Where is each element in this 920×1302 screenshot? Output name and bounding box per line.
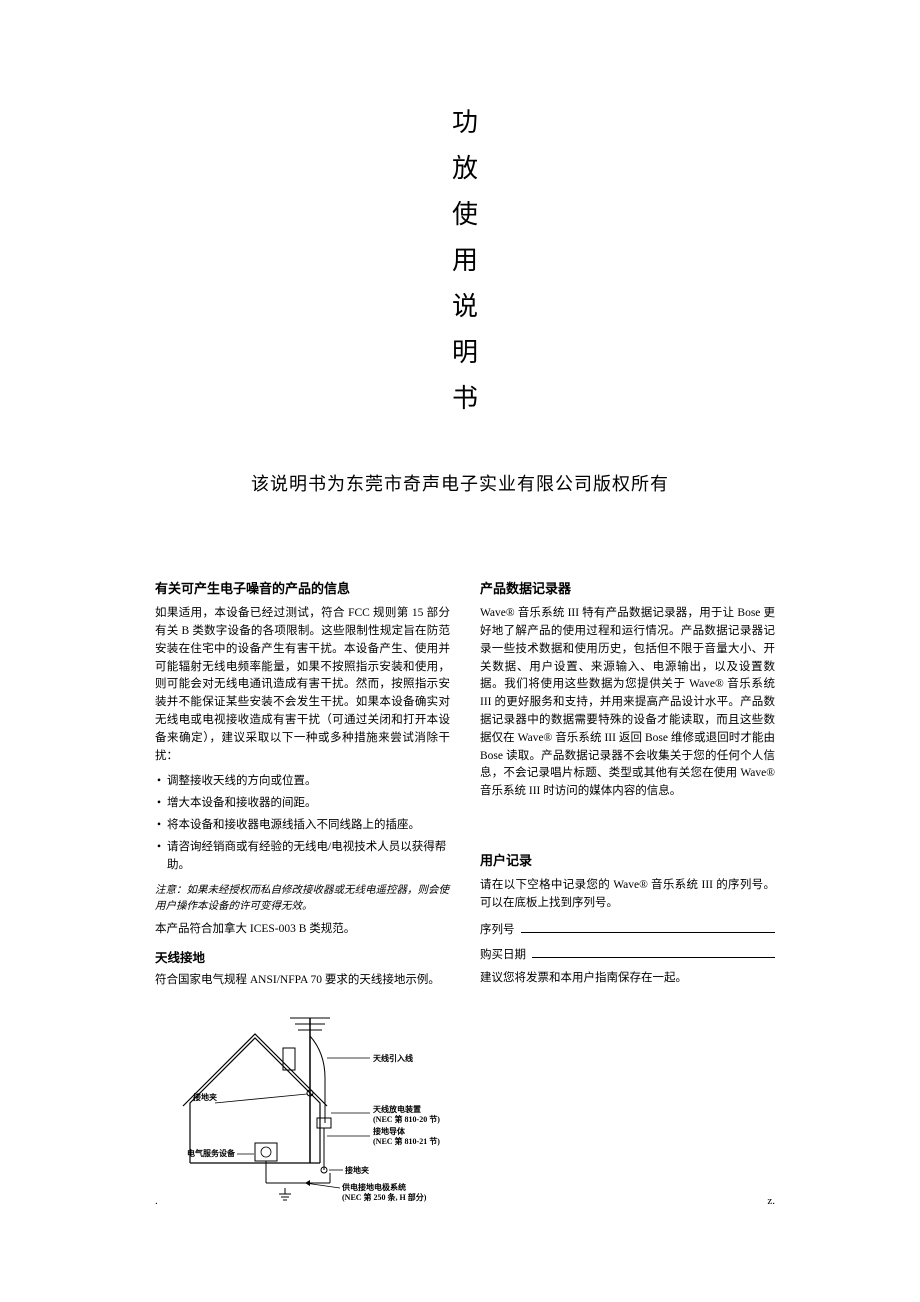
footer-mark-right: z.: [767, 1195, 775, 1207]
diagram-label: 接地夹: [345, 1165, 369, 1175]
left-heading-1: 有关可产生电子噪音的产品的信息: [155, 579, 450, 599]
title-char: 使: [452, 202, 478, 228]
title-char: 说: [452, 294, 478, 320]
left-paragraph-3: 符合国家电气规程 ANSI/NFPA 70 要求的天线接地示例。: [155, 972, 450, 990]
diagram-label: 供电接地电极系统: [341, 1182, 406, 1192]
diagram-label: (NEC 第 250 条, H 部分): [342, 1192, 427, 1202]
title-char: 用: [452, 248, 478, 274]
serial-underline: [521, 921, 776, 933]
bullet-item: 增大本设备和接收器的间距。: [155, 795, 450, 813]
diagram-label: (NEC 第 810-20 节): [373, 1114, 440, 1124]
right-paragraph-3: 建议您将发票和本用户指南保存在一起。: [480, 970, 775, 988]
bullet-item: 调整接收天线的方向或位置。: [155, 773, 450, 791]
interference-bullet-list: 调整接收天线的方向或位置。 增大本设备和接收器的间距。 将本设备和接收器电源线插…: [155, 773, 450, 874]
right-column: 产品数据记录器 Wave® 音乐系统 III 特有产品数据记录器，用于让 Bos…: [480, 575, 775, 1220]
diagram-label: 电气服务设备: [187, 1148, 236, 1158]
diagram-label: 天线引入线: [373, 1053, 413, 1063]
footer-mark-left: .: [155, 1195, 158, 1207]
vertical-title: 功 放 使 用 说 明 书: [452, 110, 478, 412]
diagram-label: (NEC 第 810-21 节): [373, 1136, 440, 1146]
warning-note: 注意：如果未经授权而私自修改接收器或无线电遥控器，则会使用户操作本设备的许可变得…: [155, 883, 450, 916]
serial-label: 序列号: [480, 922, 515, 940]
left-paragraph-2: 本产品符合加拿大 ICES-003 B 类规范。: [155, 921, 450, 939]
serial-number-line: 序列号: [480, 921, 775, 940]
right-heading-1: 产品数据记录器: [480, 579, 775, 599]
left-column: 有关可产生电子噪音的产品的信息 如果适用，本设备已经过测试，符合 FCC 规则第…: [155, 575, 450, 1220]
diagram-label: 天线放电装置: [373, 1104, 421, 1114]
title-char: 明: [452, 340, 478, 366]
bullet-item: 将本设备和接收器电源线插入不同线路上的插座。: [155, 817, 450, 835]
copyright-text: 该说明书为东莞市奇声电子实业有限公司版权所有: [0, 470, 920, 496]
diagram-label: 接地导体: [373, 1126, 406, 1136]
right-heading-2: 用户记录: [480, 851, 775, 871]
purchase-date-line: 购买日期: [480, 946, 775, 965]
bullet-item: 请咨询经销商或有经验的无线电/电视技术人员以获得帮助。: [155, 839, 450, 875]
title-char: 放: [452, 156, 478, 182]
title-char: 功: [452, 110, 478, 136]
antenna-grounding-diagram: 天线引入线 接地夹 天线放电装置 (NEC 第 810-20 节) 接地导体 (…: [155, 998, 450, 1220]
date-label: 购买日期: [480, 947, 526, 965]
left-paragraph-1: 如果适用，本设备已经过测试，符合 FCC 规则第 15 部分有关 B 类数字设备…: [155, 605, 450, 765]
diagram-label: 接地夹: [193, 1092, 217, 1102]
date-underline: [532, 946, 775, 958]
right-paragraph-1: Wave® 音乐系统 III 特有产品数据记录器，用于让 Bose 更好地了解产…: [480, 605, 775, 801]
two-column-content: 有关可产生电子噪音的产品的信息 如果适用，本设备已经过测试，符合 FCC 规则第…: [155, 575, 775, 1220]
right-paragraph-2: 请在以下空格中记录您的 Wave® 音乐系统 III 的序列号。可以在底板上找到…: [480, 877, 775, 913]
antenna-heading: 天线接地: [155, 949, 450, 968]
title-char: 书: [452, 386, 478, 412]
